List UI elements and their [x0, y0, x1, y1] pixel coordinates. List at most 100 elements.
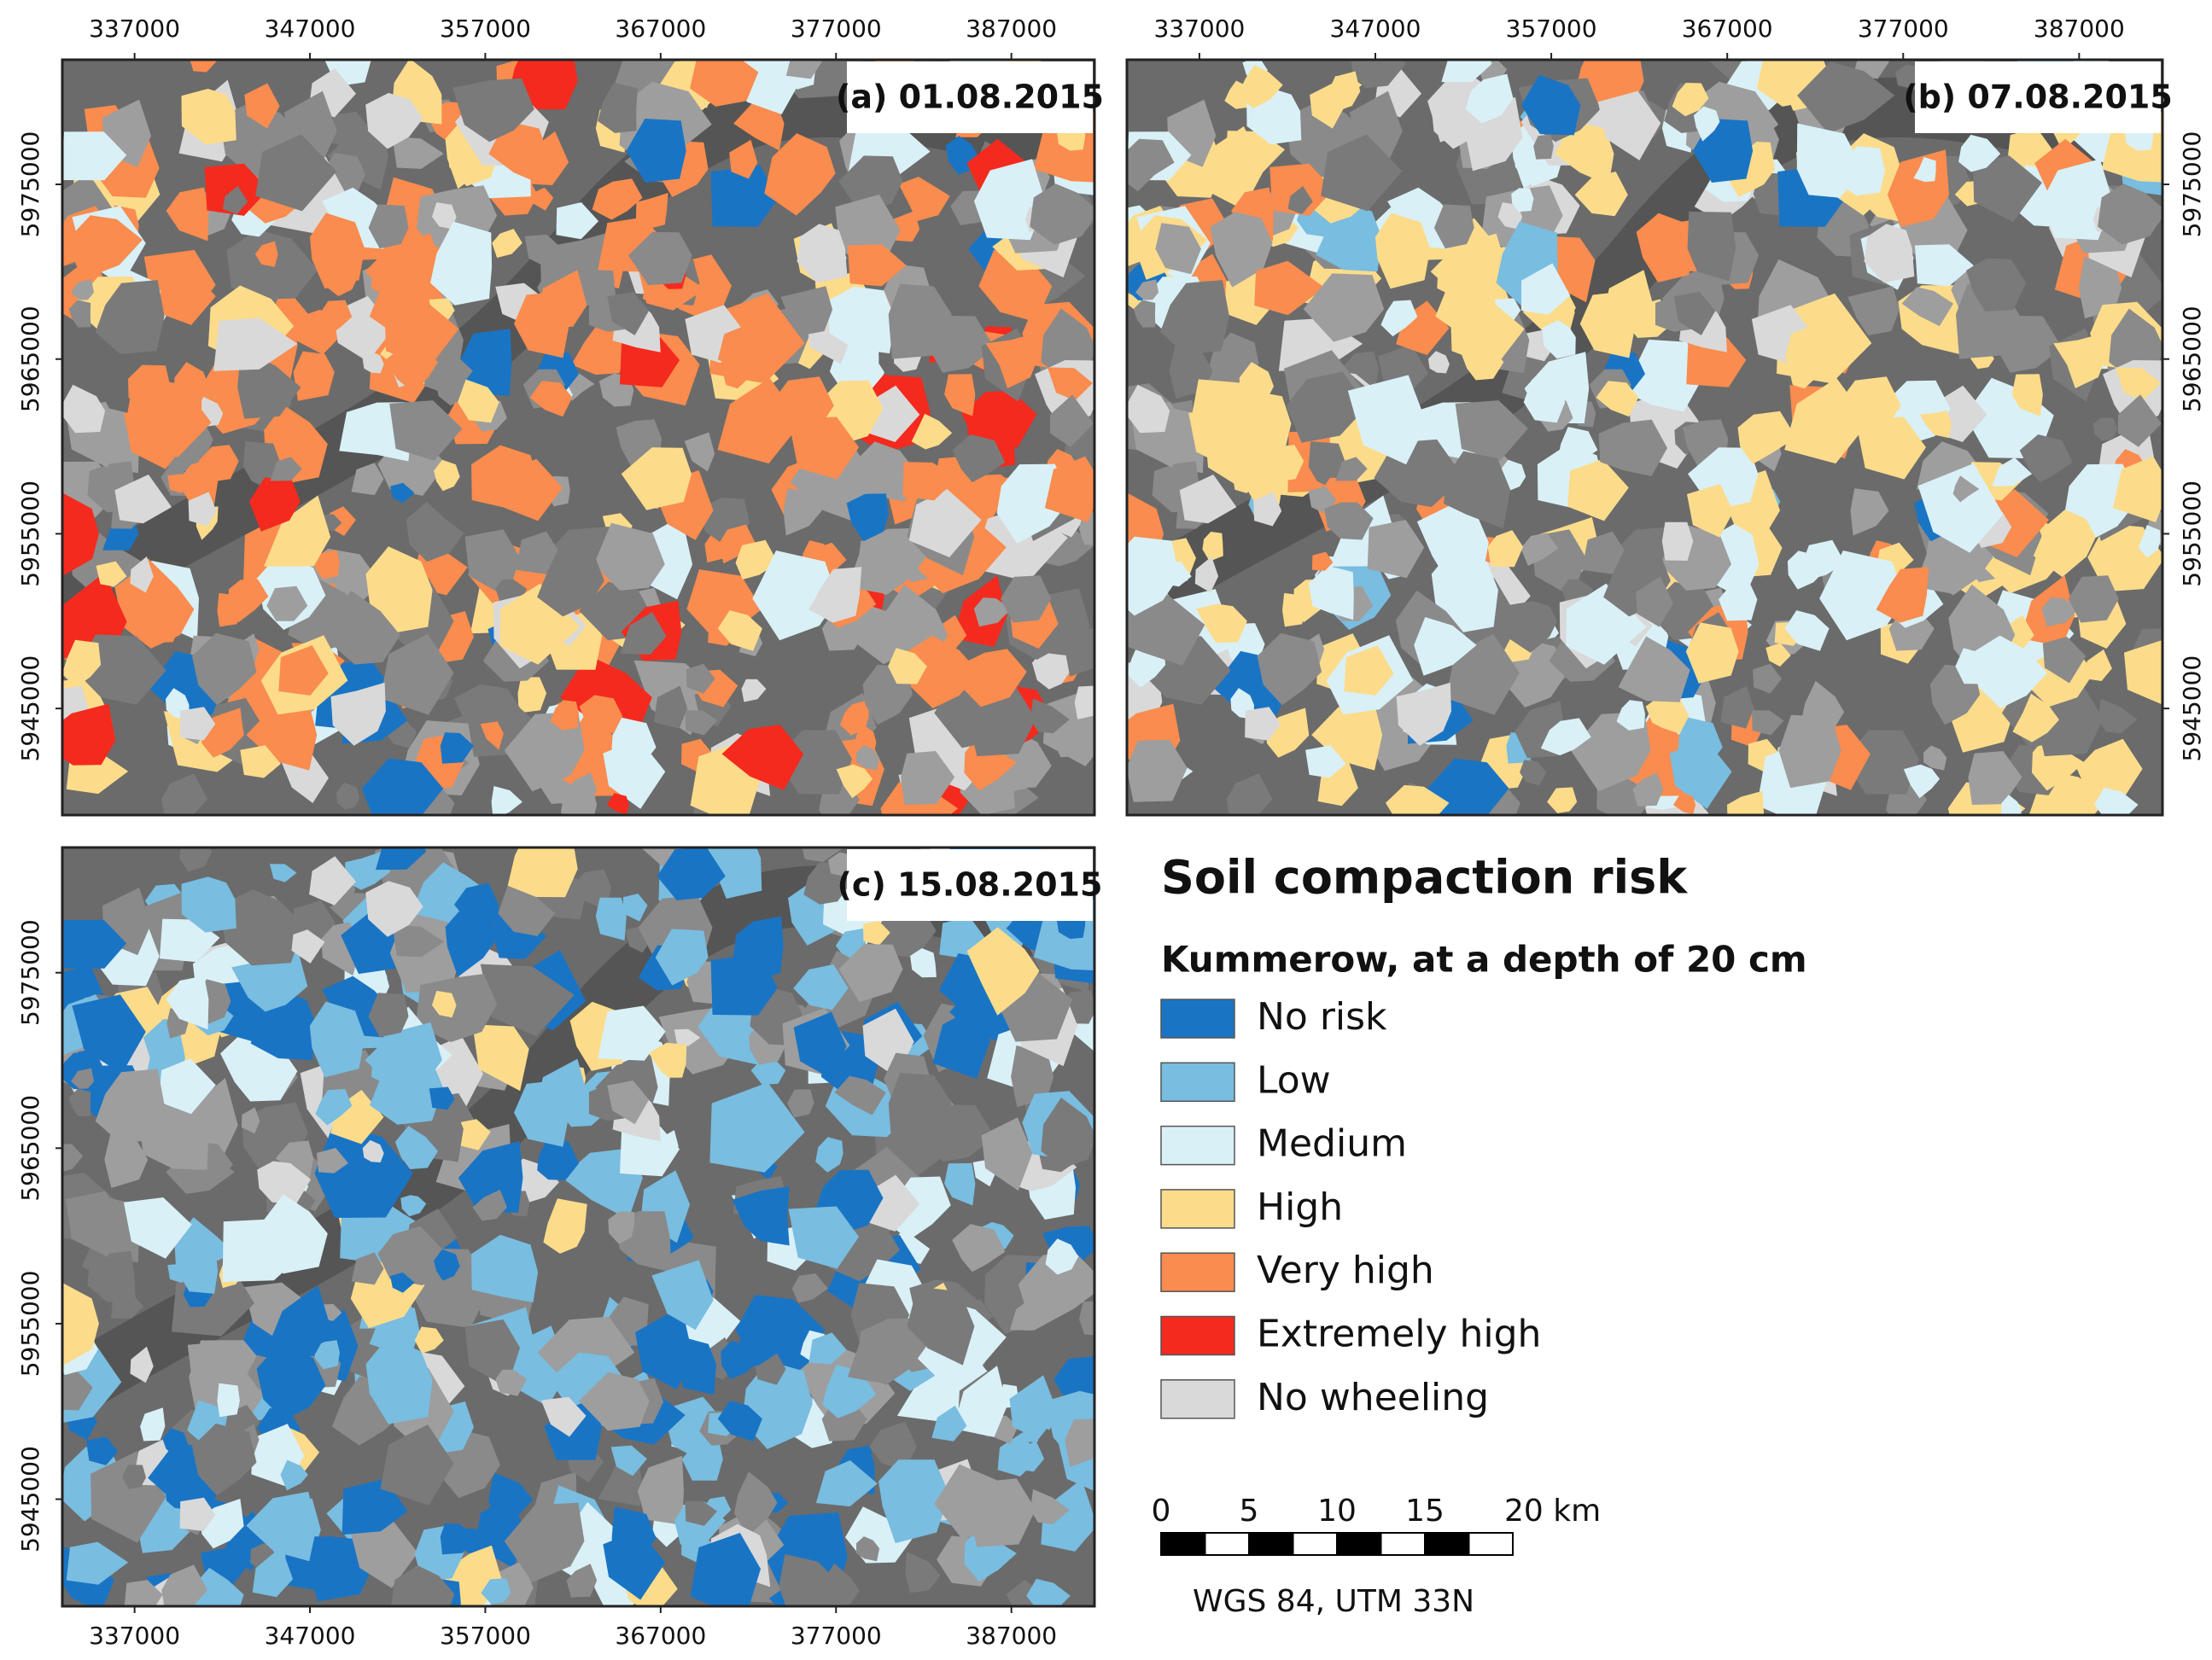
field-patch	[1919, 411, 1952, 439]
field-patch	[231, 952, 308, 1012]
field-patch	[316, 1148, 348, 1174]
panel-label: (a) 01.08.2015	[836, 79, 1104, 116]
field-patch	[610, 1445, 647, 1477]
field-patch	[1540, 718, 1591, 756]
field-patch	[166, 187, 209, 242]
field-patch	[960, 649, 1027, 708]
y-tick-label: 5975000	[16, 131, 44, 238]
x-tick-label: 347000	[1330, 15, 1421, 43]
scale-segment	[1248, 1532, 1294, 1556]
field-patch	[1414, 617, 1477, 676]
field-patch	[1737, 411, 1796, 464]
field-patch	[391, 1565, 455, 1606]
field-patch	[86, 1436, 119, 1465]
field-patch	[944, 1162, 976, 1206]
field-patch	[1687, 211, 1736, 282]
field-patch	[1450, 300, 1525, 368]
field-patch	[1672, 793, 1696, 814]
field-patch	[140, 1407, 166, 1442]
field-patch	[598, 1005, 666, 1061]
field-patch	[499, 583, 581, 665]
field-patch	[732, 1186, 790, 1246]
field-patch	[1915, 244, 1974, 287]
field-patch	[1015, 1440, 1045, 1472]
field-patch	[1968, 751, 2022, 805]
field-patch	[571, 326, 627, 375]
field-patch	[1973, 155, 2042, 223]
panel-label-box	[1915, 61, 2161, 133]
field-patch	[888, 1073, 952, 1148]
field-patch	[1309, 565, 1354, 620]
field-patch	[657, 847, 726, 900]
field-patch	[240, 745, 281, 778]
field-patch	[377, 1226, 446, 1286]
field-patch	[189, 1340, 275, 1422]
field-patch	[257, 1161, 312, 1204]
x-tick-label: 367000	[1682, 15, 1773, 43]
field-patch	[1048, 367, 1093, 401]
field-patch	[400, 1195, 427, 1217]
field-patch	[847, 537, 913, 594]
field-patch	[2001, 795, 2022, 815]
field-patch	[1196, 603, 1247, 644]
field-patch	[1303, 273, 1385, 342]
field-patch	[1009, 1375, 1059, 1439]
field-patch	[480, 964, 575, 1037]
field-patch	[907, 1286, 975, 1366]
field-patch	[556, 202, 599, 240]
field-patch	[1427, 351, 1450, 374]
field-patch	[1685, 622, 1739, 684]
field-patch	[611, 1506, 657, 1570]
field-patch	[1226, 773, 1273, 815]
field-patch	[1045, 1238, 1079, 1275]
field-patch	[62, 1283, 99, 1366]
field-patch	[104, 1131, 149, 1188]
field-patch	[1026, 1578, 1071, 1606]
field-patch	[651, 1260, 714, 1331]
field-patch	[1367, 520, 1425, 579]
field-patch	[607, 1080, 650, 1125]
field-patch	[788, 1206, 860, 1269]
field-patch	[785, 60, 822, 79]
legend-swatch	[1160, 1189, 1235, 1229]
field-patch	[953, 1366, 1007, 1437]
field-patch	[620, 1126, 680, 1177]
field-patch	[1245, 707, 1281, 741]
field-patch	[1917, 463, 2004, 553]
field-patch	[856, 1536, 880, 1562]
field-patch	[898, 177, 950, 221]
field-patch	[264, 1194, 328, 1274]
field-patch	[1237, 65, 1283, 108]
field-patch	[2092, 417, 2118, 441]
y-tick-label: 5955000	[16, 1271, 44, 1378]
y-tick-label: 5955000	[16, 481, 44, 587]
field-patch	[1555, 120, 1614, 185]
field-patch	[826, 286, 896, 354]
field-patch	[869, 1421, 917, 1471]
field-patch	[1194, 556, 1219, 593]
field-patch	[384, 300, 459, 368]
field-patch	[1673, 291, 1716, 335]
x-tick-label: 357000	[440, 1622, 531, 1650]
crs-label: WGS 84, UTM 33N	[1193, 1584, 1474, 1619]
field-patch	[198, 445, 239, 483]
field-patch	[981, 1117, 1033, 1191]
field-patch	[270, 457, 302, 481]
field-patch	[735, 1330, 779, 1370]
field-patch	[2068, 575, 2119, 623]
field-patch	[595, 897, 627, 941]
field-patch	[952, 434, 1006, 483]
field-patch	[1627, 339, 1702, 412]
field-patch	[543, 1198, 587, 1254]
field-patch	[158, 1058, 216, 1115]
legend-label: High	[1257, 1185, 1343, 1229]
field-patch	[787, 1089, 814, 1118]
x-tick-label: 337000	[89, 15, 180, 43]
field-patch	[309, 213, 365, 289]
field-patch	[637, 1455, 684, 1525]
field-patch	[537, 541, 604, 617]
field-patch	[166, 976, 209, 1030]
scale-segment	[1380, 1532, 1426, 1556]
map-panel: (c) 15.08.2015 337000 347000 357000 367000 37…	[16, 846, 1102, 1650]
field-patch	[1311, 701, 1383, 771]
